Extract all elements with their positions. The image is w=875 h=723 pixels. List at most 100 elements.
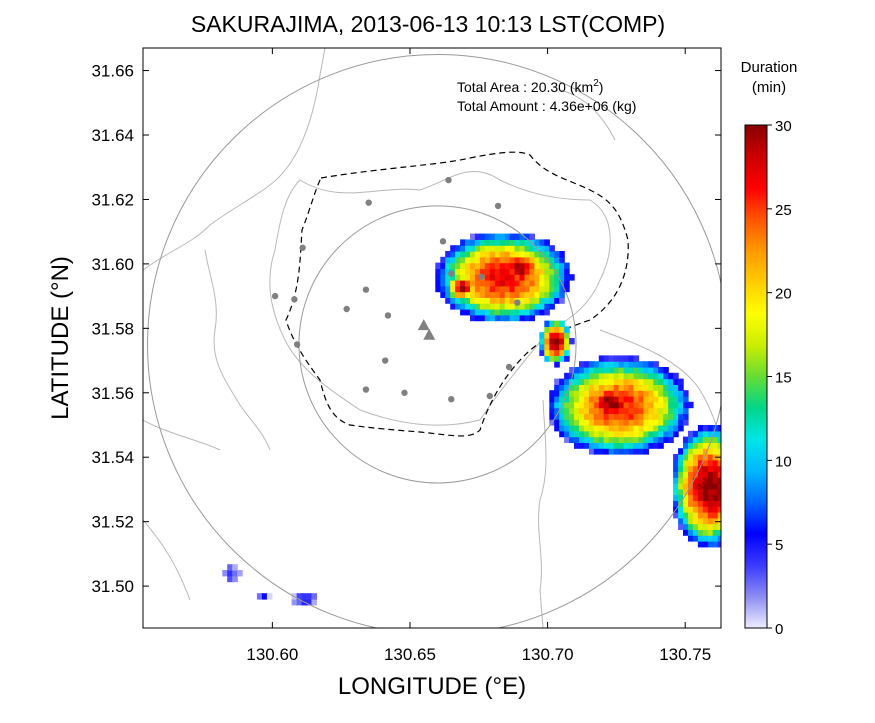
ash-cell	[593, 436, 600, 443]
ash-cell	[479, 268, 486, 275]
ash-cell	[549, 332, 555, 339]
colorbar-title-line2: (min)	[752, 79, 786, 96]
ash-cell	[603, 401, 610, 409]
ash-cell	[529, 280, 535, 287]
ash-cell	[474, 256, 481, 264]
ash-cell	[717, 483, 721, 490]
ash-cell	[504, 245, 511, 252]
ash-cell	[450, 274, 456, 281]
ash-cell	[633, 361, 640, 368]
ash-cell	[697, 517, 704, 525]
ash-cell	[539, 343, 545, 351]
ash-cell	[623, 396, 630, 403]
ash-cell	[663, 390, 669, 397]
ash-cell	[668, 413, 674, 420]
ash-cell	[678, 390, 684, 397]
ash-cell	[455, 268, 461, 275]
ash-cell	[692, 512, 699, 519]
ash-cell	[460, 274, 466, 281]
ash-cell	[554, 280, 560, 287]
ash-cell	[618, 430, 625, 438]
ash-cell	[608, 425, 615, 432]
ash-cell	[633, 384, 640, 391]
ash-cell	[678, 407, 684, 414]
ash-cell	[663, 436, 669, 443]
ash-cell	[598, 361, 605, 368]
ash-cell	[588, 448, 595, 455]
ash-cell	[489, 297, 496, 304]
ash-cell	[524, 280, 531, 287]
ash-cell	[579, 396, 585, 403]
plot-area: 130.60 130.65 130.70 130.75 31.50 31.52 31.54…	[91, 47, 722, 664]
ash-cell	[539, 262, 545, 269]
ash-cell	[554, 361, 560, 368]
ash-cell	[465, 256, 471, 264]
ash-cell	[460, 291, 466, 298]
ash-cell	[643, 396, 649, 403]
colorbar-tick-label: 25	[775, 202, 792, 219]
ash-cell	[678, 517, 684, 525]
ash-cell	[479, 314, 486, 322]
ash-cell	[544, 245, 550, 252]
ash-cell	[623, 425, 630, 432]
x-tick-label: 130.75	[659, 645, 711, 664]
ash-cell	[465, 291, 471, 298]
ash-cell	[712, 517, 719, 525]
ash-cell	[544, 326, 550, 333]
station-dot	[384, 312, 392, 319]
y-tick-label: 31.66	[91, 62, 134, 81]
ash-cell	[529, 262, 535, 269]
ash-cell	[638, 436, 644, 443]
ash-cell	[658, 378, 664, 385]
ash-cell	[544, 355, 550, 362]
ash-cell	[524, 297, 531, 304]
ash-cell	[678, 396, 684, 403]
ash-cell	[638, 372, 644, 380]
ash-cell	[673, 413, 679, 420]
ash-cell	[707, 454, 714, 461]
ash-cell	[623, 419, 630, 426]
ash-cell	[564, 355, 570, 362]
ash-cell	[588, 425, 595, 432]
ash-cell	[673, 483, 679, 490]
ash-cell	[474, 274, 481, 281]
ash-cell	[470, 274, 476, 281]
ash-cell	[311, 593, 317, 600]
ash-cell	[593, 396, 600, 403]
ash-cell	[697, 512, 704, 519]
ash-cell	[232, 570, 238, 577]
ash-cell	[613, 396, 620, 403]
y-tick-label: 31.54	[91, 448, 134, 467]
ash-cell	[509, 262, 516, 269]
ash-cell	[494, 285, 501, 293]
ash-cell	[603, 419, 610, 426]
ash-cell	[648, 372, 654, 380]
ash-cell	[678, 459, 684, 467]
ash-cell	[707, 535, 714, 542]
ash-cell	[658, 436, 664, 443]
ash-cell	[683, 488, 689, 496]
station-dot	[486, 392, 493, 400]
ash-cell	[648, 396, 654, 403]
ash-cell	[470, 285, 476, 293]
ash-cell	[697, 529, 704, 536]
ash-cell	[707, 541, 714, 548]
ash-cell	[544, 239, 550, 246]
ash-cell	[707, 494, 714, 501]
ash-cell	[450, 285, 456, 293]
ash-cell	[678, 413, 684, 420]
ash-cell	[598, 355, 605, 362]
ash-cell	[702, 483, 709, 490]
station-dot	[362, 386, 370, 393]
ash-cell	[460, 251, 466, 258]
ash-cell	[712, 483, 719, 490]
ash-cell	[455, 274, 461, 281]
ash-cell	[692, 523, 699, 530]
ash-cell	[549, 297, 555, 304]
ash-cell	[588, 396, 595, 403]
ash-cell	[717, 436, 721, 443]
ash-cell	[574, 401, 580, 409]
ash-cell	[683, 407, 689, 414]
ash-cell	[484, 233, 491, 240]
ash-cell	[479, 251, 486, 258]
